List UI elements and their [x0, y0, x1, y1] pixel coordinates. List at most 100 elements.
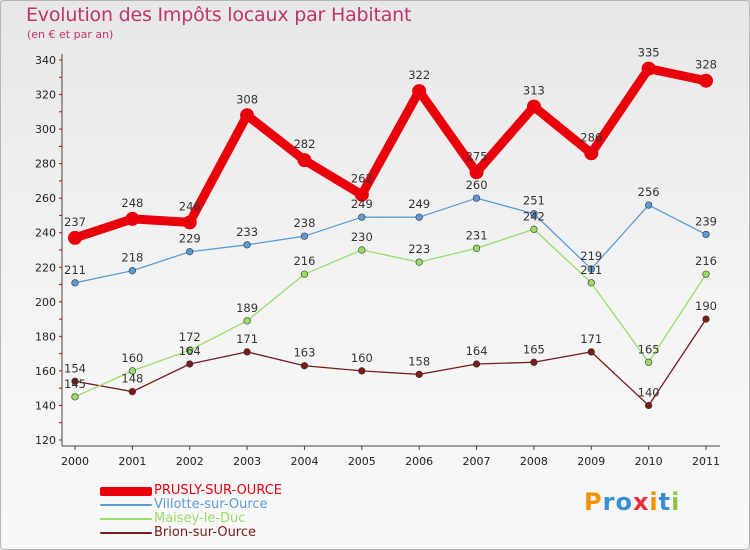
data-point-maisey-le-duc: [186, 346, 194, 354]
data-label-maisey-le-duc: 216: [293, 254, 315, 268]
data-label-brion-sur-ource: 163: [293, 346, 315, 360]
data-point-brion-sur-ource: [300, 362, 309, 370]
data-point-prusly-sur-ource: [68, 230, 82, 245]
data-point-villotte-sur-ource: [415, 213, 423, 221]
y-tick-label: 120: [35, 434, 56, 447]
y-tick-label: 180: [35, 330, 56, 343]
legend-swatch: [100, 504, 152, 506]
data-label-prusly-sur-ource: 286: [580, 130, 602, 144]
data-label-brion-sur-ource: 140: [638, 385, 660, 399]
data-label-villotte-sur-ource: 251: [523, 194, 545, 208]
y-tick-label: 340: [35, 54, 56, 67]
data-point-prusly-sur-ource: [526, 99, 541, 114]
y-tick-label: 320: [35, 89, 56, 102]
data-point-villotte-sur-ource: [358, 213, 366, 221]
data-label-villotte-sur-ource: 260: [466, 178, 488, 192]
data-label-villotte-sur-ource: 211: [64, 263, 86, 277]
x-tick-label: 2000: [61, 455, 89, 468]
data-label-prusly-sur-ource: 246: [179, 199, 201, 213]
data-point-prusly-sur-ource: [584, 146, 599, 161]
data-point-brion-sur-ource: [128, 388, 136, 396]
data-point-villotte-sur-ource: [186, 248, 194, 256]
x-tick-label: 2010: [635, 455, 663, 468]
data-point-brion-sur-ource: [415, 370, 423, 378]
data-label-villotte-sur-ource: 238: [293, 216, 315, 230]
legend-label: PRUSLY-SUR-OURCE: [154, 483, 282, 498]
x-tick-label: 2008: [520, 455, 548, 468]
data-point-villotte-sur-ource: [702, 230, 710, 239]
legend-label: Villotte-sur-Ource: [154, 497, 268, 512]
data-label-villotte-sur-ource: 233: [236, 225, 258, 239]
data-label-maisey-le-duc: 230: [351, 230, 373, 244]
data-label-maisey-le-duc: 160: [121, 351, 143, 365]
data-point-villotte-sur-ource: [587, 265, 595, 273]
data-label-prusly-sur-ource: 322: [408, 68, 430, 82]
data-label-prusly-sur-ource: 328: [695, 58, 717, 72]
data-point-prusly-sur-ource: [354, 187, 369, 202]
legend-label: Brion-sur-Ource: [154, 525, 257, 540]
data-point-villotte-sur-ource: [645, 201, 653, 209]
data-point-maisey-le-duc: [300, 270, 309, 278]
data-point-maisey-le-duc: [358, 246, 366, 254]
data-label-maisey-le-duc: 145: [64, 377, 86, 391]
data-label-maisey-le-duc: 189: [236, 301, 258, 315]
data-point-brion-sur-ource: [645, 401, 653, 410]
x-tick-label: 2006: [405, 455, 433, 468]
data-label-prusly-sur-ource: 275: [466, 149, 488, 163]
logo-letter: i: [649, 488, 659, 516]
data-point-brion-sur-ource: [472, 360, 481, 368]
x-tick-label: 2007: [463, 455, 491, 468]
data-point-prusly-sur-ource: [297, 153, 312, 168]
data-label-brion-sur-ource: 154: [64, 361, 86, 375]
y-tick-label: 300: [35, 123, 56, 136]
data-point-villotte-sur-ource: [71, 279, 79, 287]
x-tick-label: 2011: [692, 455, 720, 468]
y-tick-label: 160: [35, 365, 56, 378]
data-label-prusly-sur-ource: 308: [236, 92, 258, 106]
data-point-prusly-sur-ource: [641, 61, 656, 76]
data-point-maisey-le-duc: [71, 393, 79, 401]
series-line-villotte-sur-ource: [74, 197, 707, 284]
data-label-brion-sur-ource: 158: [408, 354, 430, 368]
data-label-brion-sur-ource: 165: [523, 342, 545, 356]
data-label-prusly-sur-ource: 335: [638, 46, 660, 60]
y-tick-label: 200: [35, 296, 56, 309]
legend-swatch: [100, 487, 152, 496]
data-label-maisey-le-duc: 231: [466, 228, 488, 242]
data-label-villotte-sur-ource: 249: [351, 197, 373, 211]
legend-item-maisey-le-duc: Maisey-le-Duc: [100, 511, 360, 527]
data-point-villotte-sur-ource: [472, 194, 481, 202]
data-label-maisey-le-duc: 165: [638, 342, 660, 356]
data-point-brion-sur-ource: [71, 377, 79, 385]
data-label-brion-sur-ource: 171: [236, 332, 258, 346]
legend-item-villotte-sur-ource: Villotte-sur-Ource: [100, 497, 360, 513]
x-tick-label: 2002: [176, 455, 204, 468]
data-point-prusly-sur-ource: [412, 84, 427, 99]
data-point-brion-sur-ource: [530, 358, 538, 366]
proxiti-logo: Proxiti: [584, 488, 680, 516]
data-label-maisey-le-duc: 216: [695, 254, 717, 268]
y-tick-label: 140: [35, 399, 56, 412]
data-label-brion-sur-ource: 171: [580, 332, 602, 346]
chart-subtitle: (en € et par an): [27, 28, 114, 41]
logo-letter: t: [658, 488, 672, 516]
data-label-villotte-sur-ource: 256: [638, 185, 660, 199]
legend-swatch: [100, 532, 152, 534]
data-label-prusly-sur-ource: 248: [121, 196, 143, 210]
data-point-brion-sur-ource: [186, 360, 194, 368]
data-point-maisey-le-duc: [702, 270, 710, 278]
data-point-maisey-le-duc: [243, 317, 251, 325]
data-point-maisey-le-duc: [645, 358, 653, 366]
y-tick-label: 280: [35, 158, 56, 171]
data-point-brion-sur-ource: [358, 367, 366, 375]
data-point-villotte-sur-ource: [530, 210, 538, 218]
data-label-villotte-sur-ource: 229: [179, 232, 201, 246]
data-label-villotte-sur-ource: 249: [408, 197, 430, 211]
logo-letter: r: [602, 488, 616, 516]
data-point-prusly-sur-ource: [240, 108, 255, 123]
data-label-prusly-sur-ource: 313: [523, 84, 545, 98]
data-label-brion-sur-ource: 164: [179, 344, 201, 358]
legend-swatch: [100, 518, 152, 520]
data-point-maisey-le-duc: [530, 225, 538, 233]
data-label-villotte-sur-ource: 218: [121, 251, 143, 265]
